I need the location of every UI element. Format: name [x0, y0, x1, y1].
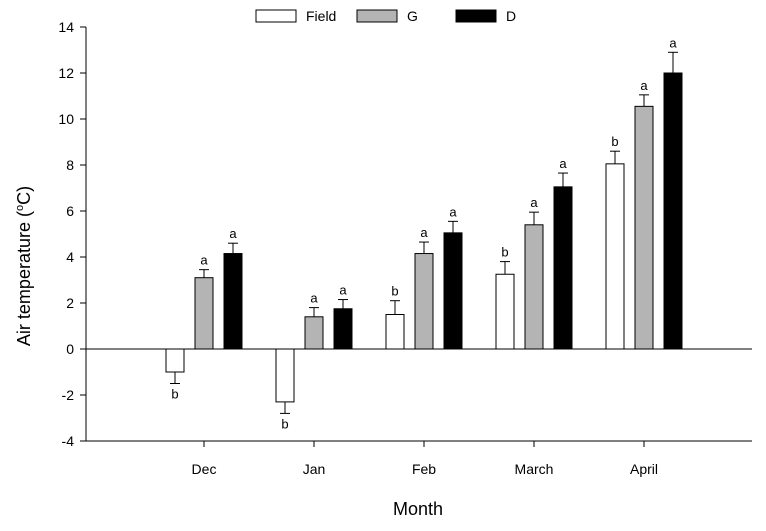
bar-g	[634, 105, 654, 350]
y-tick-label: 10	[58, 111, 74, 127]
x-tick-label: Dec	[192, 461, 217, 477]
x-tick-label: April	[630, 461, 658, 477]
bar-d	[333, 308, 353, 350]
bar-field	[495, 273, 515, 350]
x-axis: Dec Jan Feb March April	[86, 348, 752, 477]
bar-g	[194, 277, 214, 350]
significance-letter: a	[339, 283, 347, 298]
legend-swatch-field	[255, 9, 297, 23]
x-tick-label: Jan	[303, 461, 326, 477]
bar-d	[663, 72, 683, 350]
y-tick-label: 8	[66, 157, 74, 173]
significance-letter: a	[530, 195, 538, 210]
legend: Field G D	[255, 8, 516, 24]
bar-field	[605, 163, 625, 350]
significance-letter: a	[669, 35, 677, 50]
significance-letter: a	[559, 156, 567, 171]
y-axis-title-sup: o	[14, 205, 26, 211]
y-tick-label: 2	[66, 295, 74, 311]
bar-field	[165, 348, 185, 373]
significance-letter: a	[200, 253, 208, 268]
y-tick-label: -4	[62, 433, 75, 449]
significance-letter: a	[310, 291, 318, 306]
y-axis-title: Air temperature (oC)	[14, 186, 34, 346]
y-tick-label: 6	[66, 203, 74, 219]
significance-letter: a	[420, 225, 428, 240]
legend-swatch-d	[455, 9, 497, 23]
significance-letter: b	[501, 245, 508, 260]
y-tick-label: -2	[62, 387, 75, 403]
y-axis-title-prefix: Air temperature (	[14, 211, 34, 346]
bar-d	[443, 232, 463, 350]
bar-field	[275, 348, 295, 403]
y-tick-label: 14	[58, 19, 74, 35]
bars: b a a b a a b a a b a a b a a	[165, 35, 683, 431]
bar-g	[414, 253, 434, 350]
x-tick-label: March	[515, 461, 554, 477]
significance-letter: b	[281, 416, 288, 431]
legend-swatch-g	[356, 9, 398, 23]
bar-g	[524, 224, 544, 350]
bar-g	[304, 316, 324, 350]
significance-letter: b	[171, 387, 178, 402]
significance-letter: b	[611, 134, 618, 149]
significance-letter: b	[391, 284, 398, 299]
legend-label-d: D	[506, 8, 516, 24]
bar-field	[385, 314, 405, 350]
y-axis-title-suffix: C)	[14, 186, 34, 205]
significance-letter: a	[640, 78, 648, 93]
bar-d	[553, 186, 573, 350]
legend-label-g: G	[407, 8, 418, 24]
bar-d	[223, 253, 243, 350]
x-axis-title: Month	[393, 499, 443, 519]
y-tick-label: 0	[66, 341, 74, 357]
legend-label-field: Field	[306, 8, 336, 24]
y-axis: -4 -2 0 2 4 6 8 10 12 14	[58, 19, 87, 449]
y-tick-label: 4	[66, 249, 74, 265]
significance-letter: a	[229, 226, 237, 241]
significance-letter: a	[449, 204, 457, 219]
x-tick-label: Feb	[412, 461, 436, 477]
y-tick-label: 12	[58, 65, 74, 81]
